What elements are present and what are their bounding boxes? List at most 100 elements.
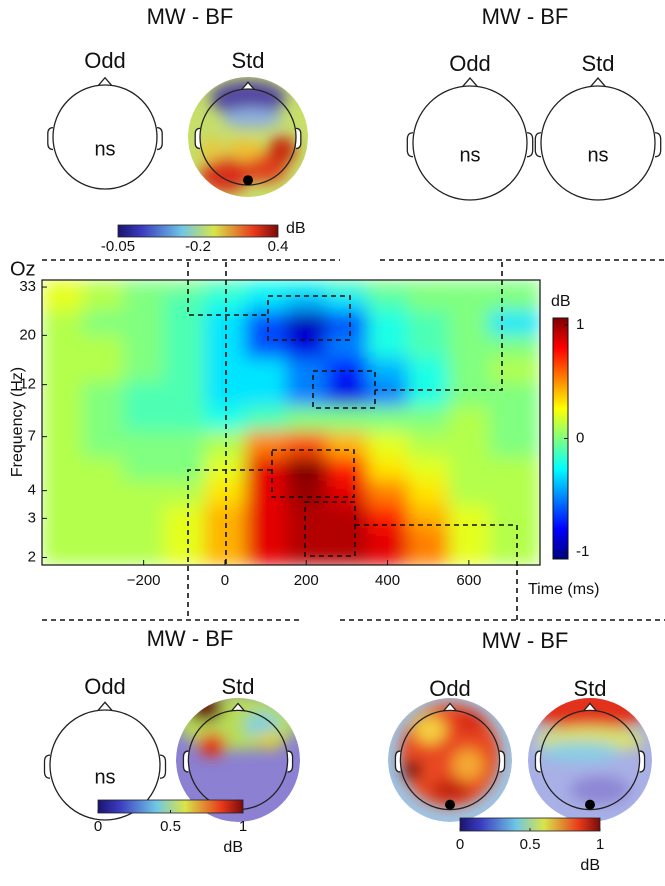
heatmap-cell bbox=[367, 546, 409, 565]
head-outline bbox=[47, 76, 163, 190]
heatmap-cell bbox=[123, 527, 165, 548]
roi-box bbox=[304, 501, 356, 557]
heatmap-cell bbox=[42, 357, 84, 382]
heatmap-cell bbox=[448, 456, 490, 481]
heatmap-cell bbox=[123, 504, 165, 528]
topo-blobs bbox=[176, 698, 300, 757]
head-label: Std bbox=[221, 674, 254, 699]
heatmap-cell bbox=[489, 405, 540, 432]
heatmap-cell bbox=[326, 381, 368, 406]
heatmap-cell bbox=[448, 430, 490, 457]
heatmap-cell bbox=[204, 479, 246, 505]
topo-colorbar-unit: dB bbox=[286, 220, 306, 237]
head-nose bbox=[97, 76, 113, 86]
heatmap-cell bbox=[42, 310, 84, 335]
heatmap-cell bbox=[326, 479, 368, 505]
heatmap-cell bbox=[82, 456, 124, 481]
heatmap-cell bbox=[42, 546, 84, 565]
x-tick-label: 400 bbox=[375, 572, 400, 589]
heatmap-cell bbox=[82, 546, 124, 565]
heatmap-cell bbox=[245, 291, 287, 312]
heatmap-cell bbox=[367, 357, 409, 382]
head-label: Std bbox=[573, 676, 606, 701]
head-circle bbox=[540, 85, 656, 201]
head-ear bbox=[654, 132, 662, 158]
head-ear bbox=[406, 132, 414, 158]
heatmap-cell bbox=[407, 405, 450, 432]
heatmap-cell bbox=[123, 291, 165, 312]
topo-blob bbox=[222, 108, 282, 128]
heatmap-cell bbox=[204, 527, 246, 548]
heatmap-cell bbox=[204, 504, 246, 528]
heatmap-cell bbox=[407, 504, 450, 528]
heatmap-cell bbox=[489, 504, 540, 528]
topo-colorbar-tick-label: 0 bbox=[456, 836, 464, 853]
y-axis-label: Frequency (Hz) bbox=[9, 367, 26, 477]
roi-box bbox=[267, 295, 351, 341]
head-ear bbox=[194, 127, 201, 150]
heatmap-cell bbox=[285, 504, 328, 528]
topo-blob bbox=[570, 776, 630, 804]
heatmap-cell bbox=[285, 280, 328, 293]
head-circle bbox=[49, 709, 161, 821]
heatmap-cell bbox=[448, 280, 490, 293]
heatmap-cell bbox=[163, 381, 206, 406]
topo-blob bbox=[268, 136, 296, 164]
panel-title: MW - BF bbox=[482, 628, 569, 653]
topo-blob bbox=[452, 749, 484, 781]
topo-blob bbox=[187, 698, 223, 722]
heatmap-cell bbox=[326, 504, 368, 528]
head-ear bbox=[295, 127, 302, 150]
heatmap-cell bbox=[245, 310, 287, 335]
heatmap-cell bbox=[163, 546, 206, 565]
heatmap-cell bbox=[245, 504, 287, 528]
heatmap-cell bbox=[204, 430, 246, 457]
heatmap-cell bbox=[285, 310, 328, 335]
head-nose bbox=[241, 81, 255, 90]
heatmap-cell bbox=[285, 381, 328, 406]
heatmap-cell bbox=[326, 333, 368, 359]
heatmap-cell bbox=[326, 291, 368, 312]
heatmap-cell bbox=[448, 291, 490, 312]
heatmap-cell bbox=[407, 310, 450, 335]
y-tick-label: 12 bbox=[19, 376, 36, 393]
heatmap-cell bbox=[204, 333, 246, 359]
heatmap-cell bbox=[367, 504, 409, 528]
heatmap-cell bbox=[42, 479, 84, 505]
heatmap-cell bbox=[367, 405, 409, 432]
panel-title: MW - BF bbox=[482, 4, 569, 29]
heatmap-cell bbox=[285, 456, 328, 481]
heatmap-cell bbox=[204, 381, 246, 406]
topo-map bbox=[188, 77, 308, 197]
head-label: Std bbox=[581, 51, 614, 76]
heatmap-cell bbox=[489, 357, 540, 382]
y-tick-label: 3 bbox=[28, 509, 36, 526]
heatmap-cell bbox=[407, 381, 450, 406]
heatmap-cell bbox=[163, 527, 206, 548]
x-tick-label: −200 bbox=[127, 572, 161, 589]
heatmap-cell bbox=[489, 310, 540, 335]
heatmap bbox=[42, 280, 540, 565]
heatmap-cell bbox=[163, 310, 206, 335]
heatmap-cell bbox=[448, 357, 490, 382]
heatmap-cell bbox=[204, 291, 246, 312]
heatmap-cell bbox=[285, 405, 328, 432]
head-label: Odd bbox=[84, 48, 126, 73]
topo-colorbar-label: -0.05 bbox=[101, 238, 135, 255]
heatmap-cell bbox=[407, 357, 450, 382]
head-nose bbox=[443, 702, 457, 712]
y-tick-label: 20 bbox=[19, 326, 36, 343]
heatmap-cell bbox=[42, 291, 84, 312]
heatmap-cell bbox=[326, 357, 368, 382]
head-ear bbox=[159, 754, 167, 779]
heatmap-cell bbox=[448, 405, 490, 432]
head-ear bbox=[287, 750, 294, 773]
topo-colorbar-label: -0.2 bbox=[185, 238, 211, 255]
topo-blob bbox=[540, 742, 620, 762]
head-note: ns bbox=[587, 144, 608, 166]
heatmap-cell bbox=[326, 280, 368, 293]
heatmap-cell bbox=[407, 280, 450, 293]
heatmap-cell bbox=[448, 479, 490, 505]
heatmap-cell bbox=[123, 456, 165, 481]
heatmap-cell bbox=[82, 504, 124, 528]
